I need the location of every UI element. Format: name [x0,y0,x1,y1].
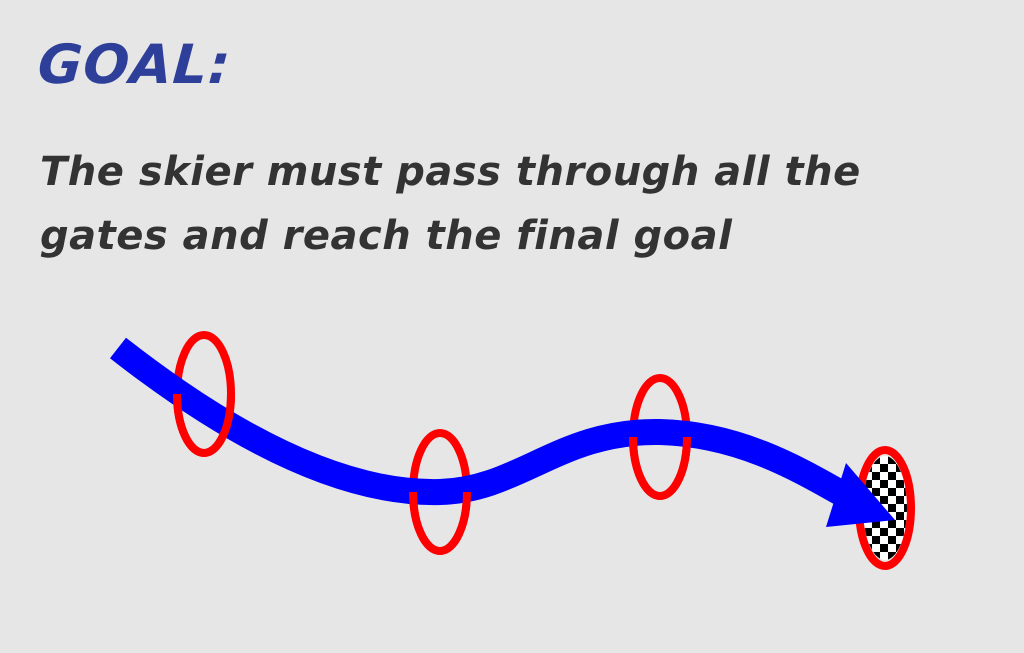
skier-path [109,337,853,508]
arrow-icon [109,337,895,527]
goal-description: The skier must pass through all the gate… [40,149,861,259]
gate-front-layer [173,393,691,555]
arrow-head [826,463,895,527]
